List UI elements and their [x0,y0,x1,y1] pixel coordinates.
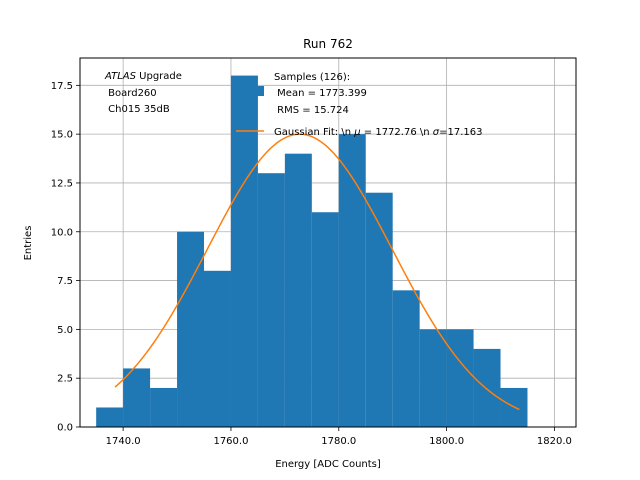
plot-frame [79,57,577,428]
svg-text:ATLAS Upgrade: ATLAS Upgrade [104,71,182,82]
y-tick-label: 15.0 [51,130,73,141]
legend-fit-mid: = 1772.76 \n [361,127,433,138]
histogram-bar [177,231,204,427]
annotation-atlas: ATLAS [104,71,137,82]
histogram-bar [365,192,393,427]
legend-samples-line2: Mean = 1773.399 [274,88,367,99]
legend-fit-prefix: Gaussian Fit: \n [274,127,354,138]
x-tick-label: 1800.0 [429,436,464,447]
y-tick-label: 12.5 [51,178,73,189]
legend-samples-line1: Samples (126): [274,72,350,83]
histogram-bars [96,75,528,428]
legend-fit-label: Gaussian Fit: \n μ = 1772.76 \n σ=17.163 [274,127,482,138]
annotation-channel: Ch015 35dB [105,104,170,115]
y-tick-label: 5.0 [57,325,73,336]
legend-fit-sigma: σ [433,127,440,138]
histogram-bar [150,387,178,427]
histogram-bar [311,212,339,427]
annotation-board: Board260 [105,88,157,99]
histogram-bar [123,368,151,427]
annotation-upgrade: Upgrade [136,71,182,82]
y-tick-label: 17.5 [51,81,73,92]
x-tick-label: 1760.0 [213,436,248,447]
legend-fit-suffix: =17.163 [439,127,482,138]
gaussian-fit [114,133,520,411]
y-tick-label: 0.0 [57,423,73,434]
x-tick-label: 1740.0 [106,436,141,447]
legend-samples-swatch [236,86,264,96]
histogram-bar [230,75,258,428]
y-axis-title: Entries [23,226,34,261]
x-axis-ticks: 1740.0 1760.0 1780.0 1800.0 1820.0 [106,427,572,447]
histogram-bar [473,348,501,427]
histogram-bar [284,153,312,427]
histogram-bar [257,173,285,427]
chart-title: Run 762 [303,37,353,51]
x-tick-label: 1820.0 [537,436,572,447]
legend-samples-line3: RMS = 15.724 [274,105,349,116]
x-axis-title: Energy [ADC Counts] [275,459,381,470]
y-axis-ticks: 0.0 2.5 5.0 7.5 10.0 12.5 15.0 17.5 [51,81,80,434]
histogram-bar [446,329,474,427]
histogram-bar [419,329,447,427]
legend: Samples (126): Mean = 1773.399 RMS = 15.… [236,72,482,138]
x-tick-label: 1780.0 [321,436,356,447]
y-tick-label: 7.5 [57,276,73,287]
histogram-bar [204,270,231,427]
experiment-annotation: ATLAS Upgrade Board260 Ch015 35dB [104,71,182,115]
legend-fit-mu: μ [353,127,360,138]
histogram-bar [392,290,420,427]
gaussian-fit-curve [114,133,520,411]
histogram-bar [96,407,124,427]
histogram-bar [338,134,366,427]
y-tick-label: 2.5 [57,374,73,385]
y-tick-label: 10.0 [51,227,73,238]
